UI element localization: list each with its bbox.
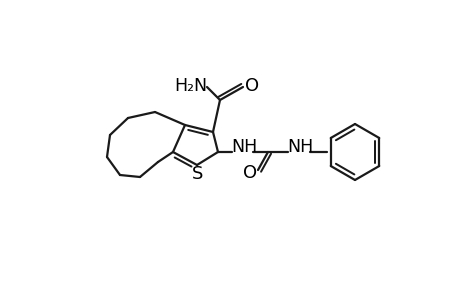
Text: S: S xyxy=(192,165,203,183)
Text: NH: NH xyxy=(230,138,257,156)
Text: O: O xyxy=(242,164,257,182)
Text: O: O xyxy=(244,77,258,95)
Text: H₂N: H₂N xyxy=(174,77,207,95)
Text: NH: NH xyxy=(286,138,313,156)
